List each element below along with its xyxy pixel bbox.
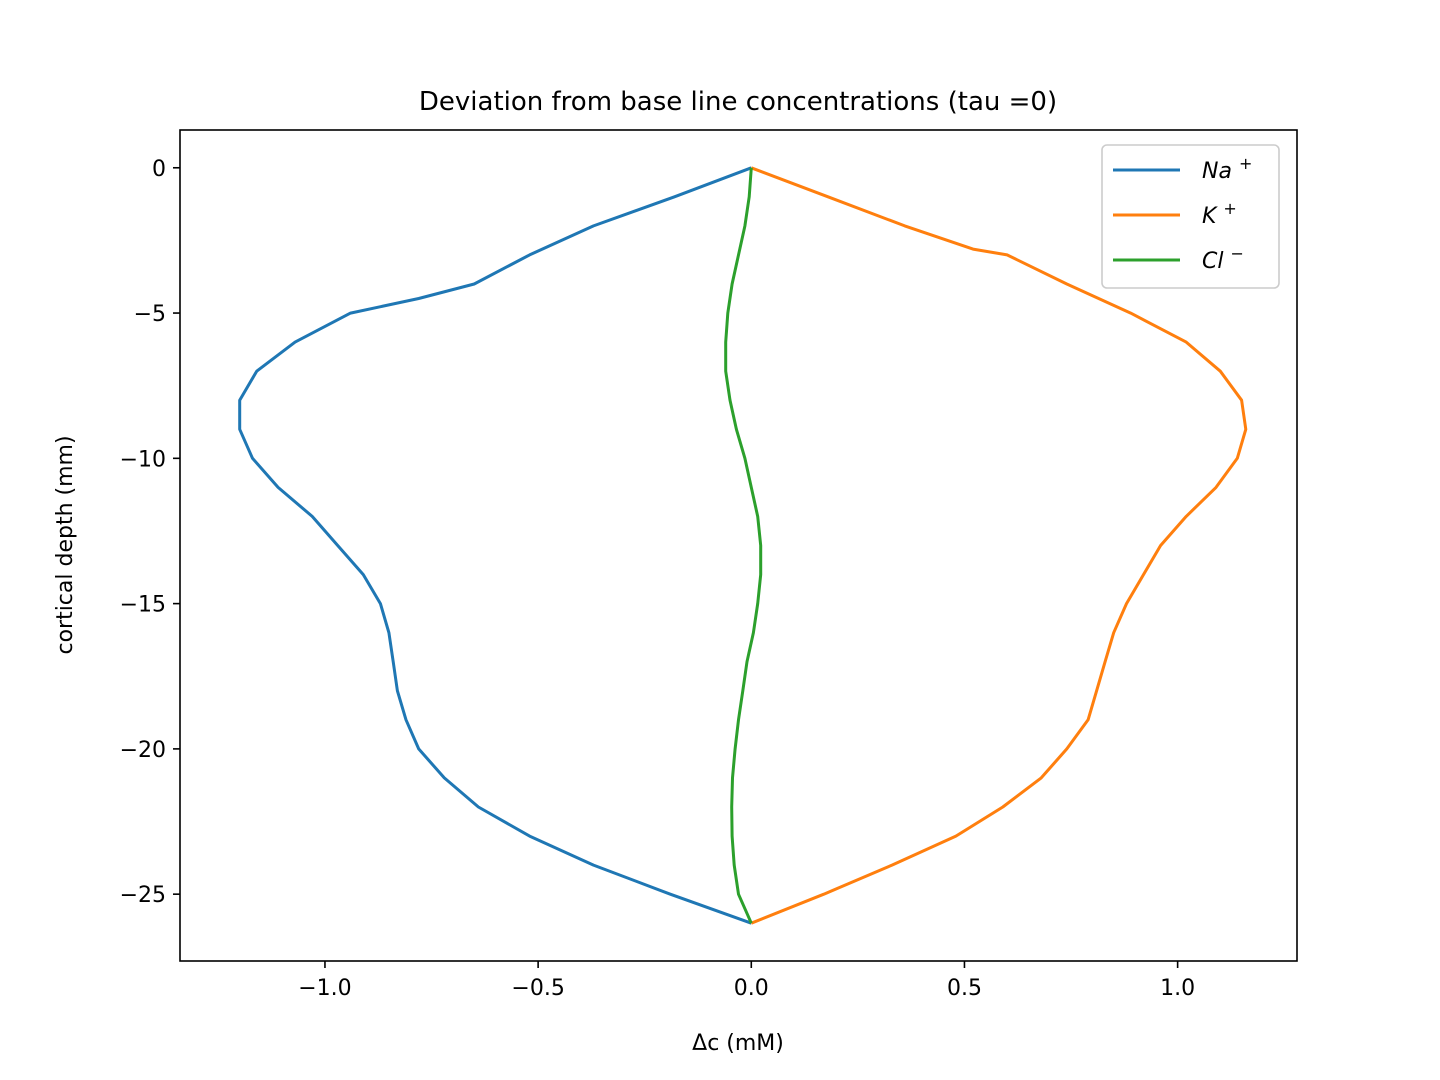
series-line-cl [724, 167, 763, 924]
plot-frame [179, 129, 1298, 962]
x-tick-label: −0.5 [511, 976, 564, 1001]
x-tick-label: 0.5 [947, 976, 982, 1001]
y-axis: 0 −5 −10 −15 −20 −25 [120, 157, 180, 908]
x-axis-label: Δc (mM) [692, 1031, 784, 1056]
x-axis: −1.0 −0.5 0.0 0.5 1.0 [298, 961, 1195, 1001]
series-layer [238, 166, 1248, 925]
y-tick-label: −25 [120, 883, 166, 908]
legend-label-k: K + [1202, 199, 1237, 229]
series-line-k [750, 166, 1248, 925]
y-tick-label: 0 [152, 157, 166, 182]
x-tick-label: 0.0 [734, 976, 769, 1001]
y-tick-label: −15 [120, 593, 166, 618]
legend-label-superscript: + [1223, 199, 1236, 218]
legend-label-superscript: − [1230, 244, 1243, 263]
chart-title: Deviation from base line concentrations … [419, 87, 1057, 117]
legend-box [1101, 144, 1280, 289]
legend-label-superscript: + [1239, 154, 1252, 173]
y-tick-label: −20 [120, 738, 166, 763]
x-tick-label: 1.0 [1160, 976, 1195, 1001]
x-tick-label: −1.0 [298, 976, 351, 1001]
legend: Na +K +Cl − [1101, 144, 1280, 289]
y-tick-label: −10 [120, 447, 166, 472]
y-tick-label: −5 [134, 302, 166, 327]
y-axis-label: cortical depth (mm) [53, 435, 78, 654]
series-line-na [238, 166, 752, 925]
